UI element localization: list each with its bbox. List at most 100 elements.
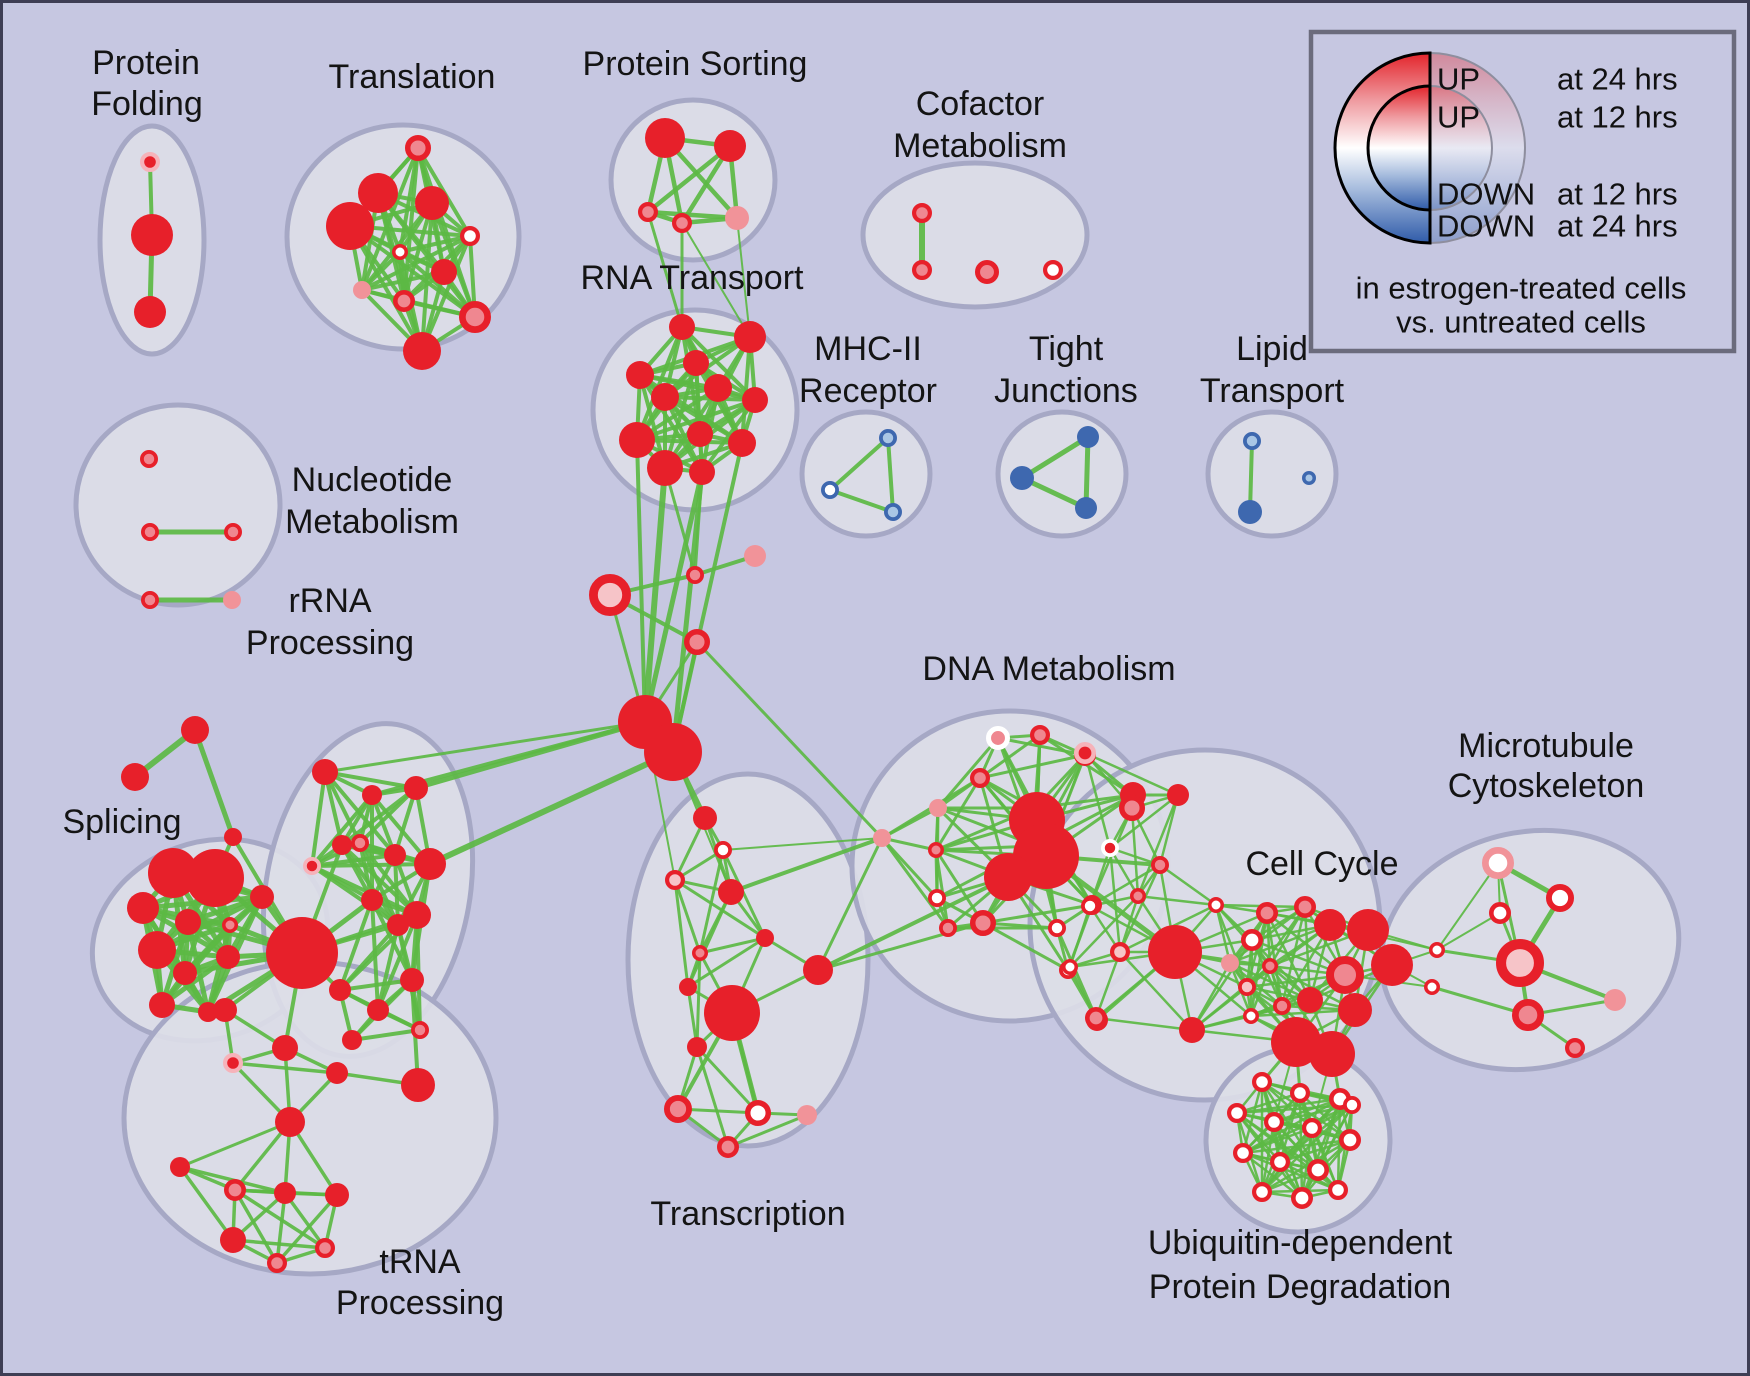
node-rw <box>1048 919 1067 938</box>
edge-trna-processing <box>233 1188 327 1250</box>
node-rp <box>1118 794 1145 821</box>
node-rp <box>637 202 658 223</box>
edge-ubiquitin-degradation <box>1260 1120 1276 1194</box>
node-rp <box>911 203 932 224</box>
legend-time-0: at 24 hrs <box>1557 62 1678 97</box>
node-rw <box>1263 1111 1284 1132</box>
node-rp <box>1029 724 1050 745</box>
cluster-label-ubiquitin-degradation: Protein Degradation <box>1149 1268 1451 1306</box>
node-rw <box>1062 959 1078 975</box>
edge-trna-processing <box>178 1165 235 1242</box>
node-rw <box>1289 1082 1310 1103</box>
edge-dna-metabolism <box>978 733 1042 780</box>
node-r <box>403 901 431 929</box>
node-r <box>326 202 374 250</box>
node-rp <box>939 919 958 938</box>
legend-disc-inner-left <box>1366 84 1432 212</box>
edge-ubiquitin-degradation <box>1278 1138 1352 1164</box>
cluster-label-trna-processing: tRNA <box>379 1243 461 1281</box>
node-rp <box>1130 888 1146 904</box>
edge-link <box>681 222 751 338</box>
cluster-label-tight-junctions: Tight <box>1029 330 1104 368</box>
edge-cell-cycle <box>1250 938 1312 1002</box>
node-rw <box>1243 1008 1259 1024</box>
node-r <box>742 387 768 413</box>
edge-cell-cycle <box>1245 905 1307 989</box>
node-r <box>651 383 679 411</box>
node-r <box>403 332 441 370</box>
cluster-label-protein-folding: Protein <box>92 44 200 82</box>
node-rp <box>140 591 159 610</box>
node-p <box>929 799 947 817</box>
edge-rrna-processing <box>310 770 327 868</box>
node-rp <box>458 300 491 333</box>
nodes <box>121 118 1626 1273</box>
edge-trna-processing <box>275 1191 287 1265</box>
edge-cell-cycle <box>1108 793 1180 850</box>
edge-trna-processing <box>233 1188 279 1265</box>
node-r <box>213 998 237 1022</box>
cluster-label-rna-transport: RNA Transport <box>581 259 805 297</box>
edge-rrna-processing <box>323 770 362 845</box>
edge-cell-cycle <box>1068 894 1140 969</box>
edge-translation <box>398 234 472 254</box>
node-rw <box>1301 1117 1322 1138</box>
legend-note-line-0: in estrogen-treated cells <box>1356 271 1687 306</box>
edge-cell-cycle <box>1228 961 1284 1008</box>
node-p <box>1604 989 1626 1011</box>
node-rp <box>969 767 990 788</box>
node-rw <box>1241 928 1264 951</box>
node-r <box>173 961 197 985</box>
node-bl <box>1302 471 1316 485</box>
edge-cell-cycle <box>1249 938 1254 1018</box>
node-b <box>1238 500 1262 524</box>
edge-rna-transport <box>700 398 757 474</box>
edge-transcription <box>673 878 702 955</box>
edge-ubiquitin-degradation <box>1235 1091 1302 1115</box>
node-pr <box>1074 741 1097 764</box>
node-rw <box>392 244 408 260</box>
edge-rna-transport <box>680 325 757 402</box>
node-rp <box>351 834 370 853</box>
node-p <box>223 591 241 609</box>
node-r <box>626 361 654 389</box>
node-rp <box>686 566 705 585</box>
edge-translation <box>348 224 424 353</box>
edge-transcription <box>698 936 767 955</box>
edge-trna-processing <box>275 1193 339 1265</box>
edge-link <box>323 720 647 774</box>
node-r <box>170 1157 190 1177</box>
edge-translation <box>360 270 446 292</box>
edge-link <box>816 875 1010 972</box>
edge-link <box>1019 434 1091 481</box>
node-r <box>275 1107 305 1137</box>
edge-transcription <box>698 848 725 955</box>
edge-cell-cycle <box>1228 905 1307 965</box>
legend-time-2: at 12 hrs <box>1557 177 1678 212</box>
node-r <box>401 1068 435 1102</box>
edge-link <box>1083 434 1091 511</box>
edge-rrna-processing <box>376 913 419 1012</box>
node-r <box>644 723 702 781</box>
edge-link <box>828 436 890 492</box>
edge-cell-cycle <box>1083 751 1180 797</box>
node-r <box>384 844 406 866</box>
node-r <box>1148 925 1202 979</box>
node-r <box>693 806 717 830</box>
edge-ubiquitin-degradation <box>1300 1103 1354 1200</box>
node-r <box>181 716 209 744</box>
cluster-shell-cofactor-metabolism <box>860 160 1090 310</box>
node-r <box>1314 909 1346 941</box>
node-rp <box>140 523 159 542</box>
node-bl <box>884 503 903 522</box>
edge-link <box>642 469 705 725</box>
edge-cell-cycle <box>1136 793 1180 898</box>
edge-link <box>816 836 884 972</box>
edge-cell-cycle <box>1118 863 1162 954</box>
edge-dna-metabolism <box>978 753 1087 780</box>
edge-rrna-processing <box>338 898 374 992</box>
node-r <box>220 1227 246 1253</box>
node-rp <box>664 1094 693 1123</box>
node-rp <box>267 1252 288 1273</box>
